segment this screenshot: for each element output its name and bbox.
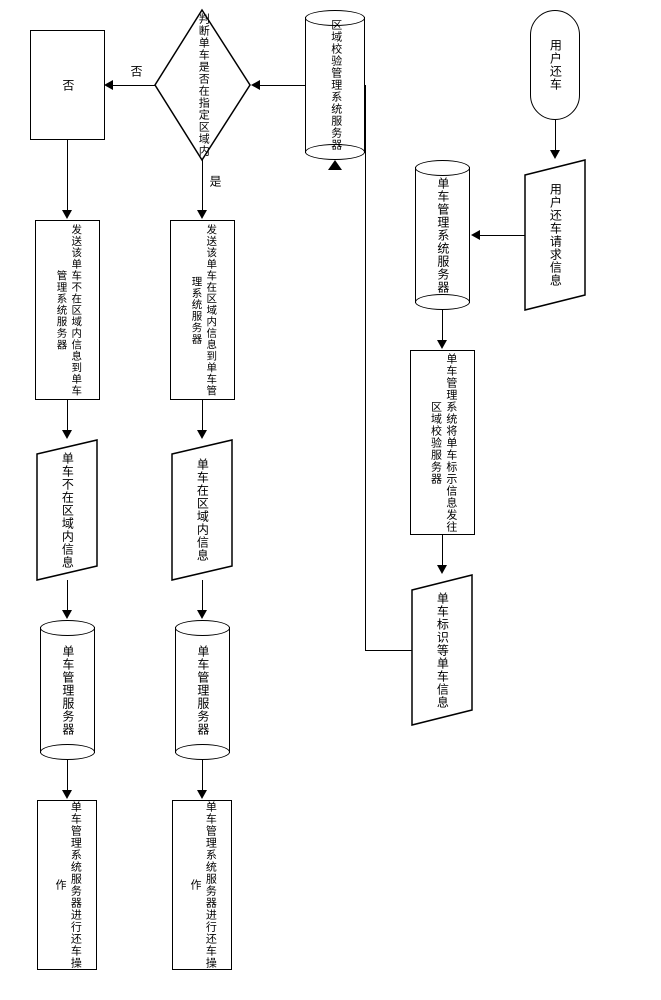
arrow — [67, 580, 68, 610]
no-b-wrap: 单车不在区域内信息 — [37, 440, 97, 580]
n2-cylinder: 单车管理系统服务器 — [415, 160, 470, 310]
start-terminator: 用户还车 — [530, 10, 580, 120]
n6-process: 否 — [30, 30, 105, 140]
arrow-head — [197, 790, 207, 799]
arrow-head — [104, 80, 113, 90]
arrow-head — [197, 430, 207, 439]
no-d-label: 单车管理系统服务器进行还车操作 — [38, 801, 96, 969]
arrow — [442, 310, 443, 340]
arrow — [202, 160, 203, 210]
n5-cylinder: 区域校验管理系统服务器 — [305, 10, 365, 160]
arrow-head — [437, 565, 447, 574]
yes-b-label: 单车在区域内信息 — [172, 440, 232, 580]
arrow — [67, 140, 68, 210]
arrow-head — [197, 210, 207, 219]
arrow — [480, 235, 525, 236]
yes-a-process: 发送该单车在区域内信息到单车管理系统服务器 — [170, 220, 235, 400]
arrow-head — [197, 610, 207, 619]
arrow — [113, 85, 155, 86]
no-label: 否 — [128, 65, 145, 77]
arrow-head — [62, 790, 72, 799]
yes-b-wrap: 单车在区域内信息 — [172, 440, 232, 580]
arrow — [260, 85, 305, 86]
no-d-process: 单车管理系统服务器进行还车操作 — [37, 800, 97, 970]
arrow — [442, 535, 443, 565]
arrow-head-up — [328, 160, 342, 170]
yes-label: 是 — [207, 175, 224, 187]
arrow-head — [62, 430, 72, 439]
arrow — [67, 400, 68, 430]
arrow-head — [251, 80, 260, 90]
n1-label-wrap: 用户还车请求信息 — [525, 160, 585, 310]
decision-label: 判断单车是否在指定区域内 — [155, 10, 250, 160]
arrow — [365, 85, 366, 651]
no-a-process: 发送该单车不在区域内信息到单车管理系统服务器 — [35, 220, 100, 400]
arrow — [202, 580, 203, 610]
yes-d-process: 单车管理系统服务器进行还车操作 — [172, 800, 232, 970]
n1-label: 用户还车请求信息 — [525, 160, 585, 310]
decision-label-wrap: 判断单车是否在指定区域内 — [155, 10, 250, 160]
arrow-head — [550, 150, 560, 159]
n2-label: 单车管理系统服务器 — [415, 160, 470, 310]
n6-label: 否 — [31, 31, 104, 139]
arrow — [202, 400, 203, 430]
yes-c-cylinder: 单车管理服务器 — [175, 620, 230, 760]
n3-label: 单车管理系统将单车标示信息发往区域校验服务器 — [411, 351, 474, 534]
arrow — [555, 120, 556, 150]
arrow — [202, 760, 203, 790]
no-a-label: 发送该单车不在区域内信息到单车管理系统服务器 — [36, 221, 99, 399]
n4-label-wrap: 单车标识等单车信息 — [412, 575, 472, 725]
no-c-cylinder: 单车管理服务器 — [40, 620, 95, 760]
n4-label: 单车标识等单车信息 — [412, 575, 472, 725]
arrow-head — [471, 230, 480, 240]
arrow-head — [437, 340, 447, 349]
arrow — [365, 650, 412, 651]
arrow — [67, 760, 68, 790]
arrow-head — [62, 210, 72, 219]
n5-label: 区域校验管理系统服务器 — [305, 10, 365, 160]
yes-c-label: 单车管理服务器 — [175, 620, 230, 760]
yes-a-label: 发送该单车在区域内信息到单车管理系统服务器 — [171, 221, 234, 399]
start-label: 用户还车 — [531, 11, 579, 119]
yes-d-label: 单车管理系统服务器进行还车操作 — [173, 801, 231, 969]
no-c-label: 单车管理服务器 — [40, 620, 95, 760]
n3-process: 单车管理系统将单车标示信息发往区域校验服务器 — [410, 350, 475, 535]
no-b-label: 单车不在区域内信息 — [37, 440, 97, 580]
arrow-head — [62, 610, 72, 619]
